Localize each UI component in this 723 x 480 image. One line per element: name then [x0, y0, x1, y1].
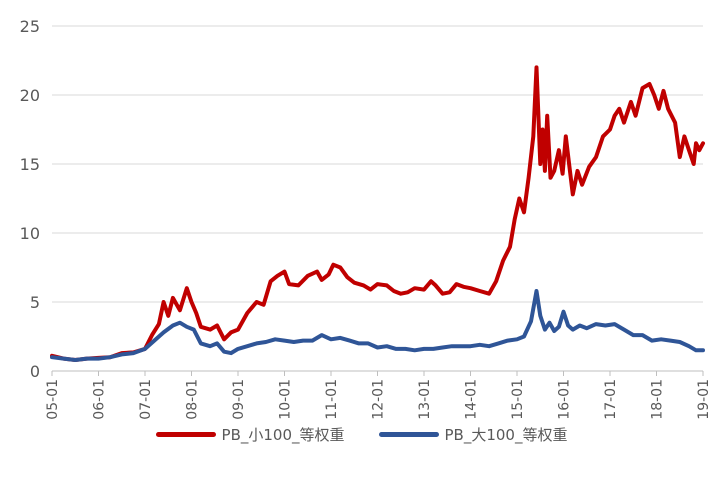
x-tick-label: 06-01: [92, 379, 108, 420]
legend-label-large100: PB_大100_等权重: [444, 425, 568, 444]
legend-label-small100: PB_小100_等权重: [221, 425, 345, 444]
legend-item-large100: PB_大100_等权重: [378, 424, 568, 445]
y-tick-label: 25: [20, 17, 40, 36]
x-tick-label: 07-01: [138, 379, 154, 420]
series-line-small100: [50, 65, 705, 362]
x-tick-label: 14-01: [464, 379, 480, 420]
series-line-large100: [50, 289, 705, 362]
series-lines: [50, 65, 705, 362]
y-tick-label: 5: [30, 293, 40, 312]
x-tick-label: 11-01: [324, 379, 340, 420]
legend-item-small100: PB_小100_等权重: [155, 424, 345, 445]
x-tick-label: 16-01: [557, 379, 573, 420]
y-tick-label: 0: [30, 362, 40, 381]
legend-swatch-large100: [378, 431, 439, 437]
legend: PB_小100_等权重 PB_大100_等权重: [0, 424, 723, 444]
y-tick-label: 10: [20, 224, 40, 243]
y-axis-tick-labels: 0 5 10 15 20 25: [20, 17, 40, 381]
line-chart: 0 5 10 15 20 25 05-01 06-01 07-01 08-01 09-01 10-0…: [20, 17, 712, 420]
x-tick-label: 19-01: [696, 379, 712, 420]
x-tick-label: 08-01: [185, 379, 201, 420]
y-tick-label: 15: [20, 155, 40, 174]
x-tick-label: 15-01: [510, 379, 526, 420]
x-tick-label: 12-01: [371, 379, 387, 420]
x-tick-label: 09-01: [231, 379, 247, 420]
x-axis: 05-01 06-01 07-01 08-01 09-01 10-01 11-01 12-01…: [45, 370, 712, 420]
x-tick-label: 18-01: [650, 379, 666, 420]
gridlines: [52, 25, 703, 303]
x-tick-label: 17-01: [603, 379, 619, 420]
y-tick-label: 20: [20, 86, 40, 105]
x-tick-label: 13-01: [417, 379, 433, 420]
x-tick-label: 10-01: [278, 379, 294, 420]
x-tick-label: 05-01: [45, 379, 61, 420]
legend-swatch-small100: [155, 431, 216, 437]
